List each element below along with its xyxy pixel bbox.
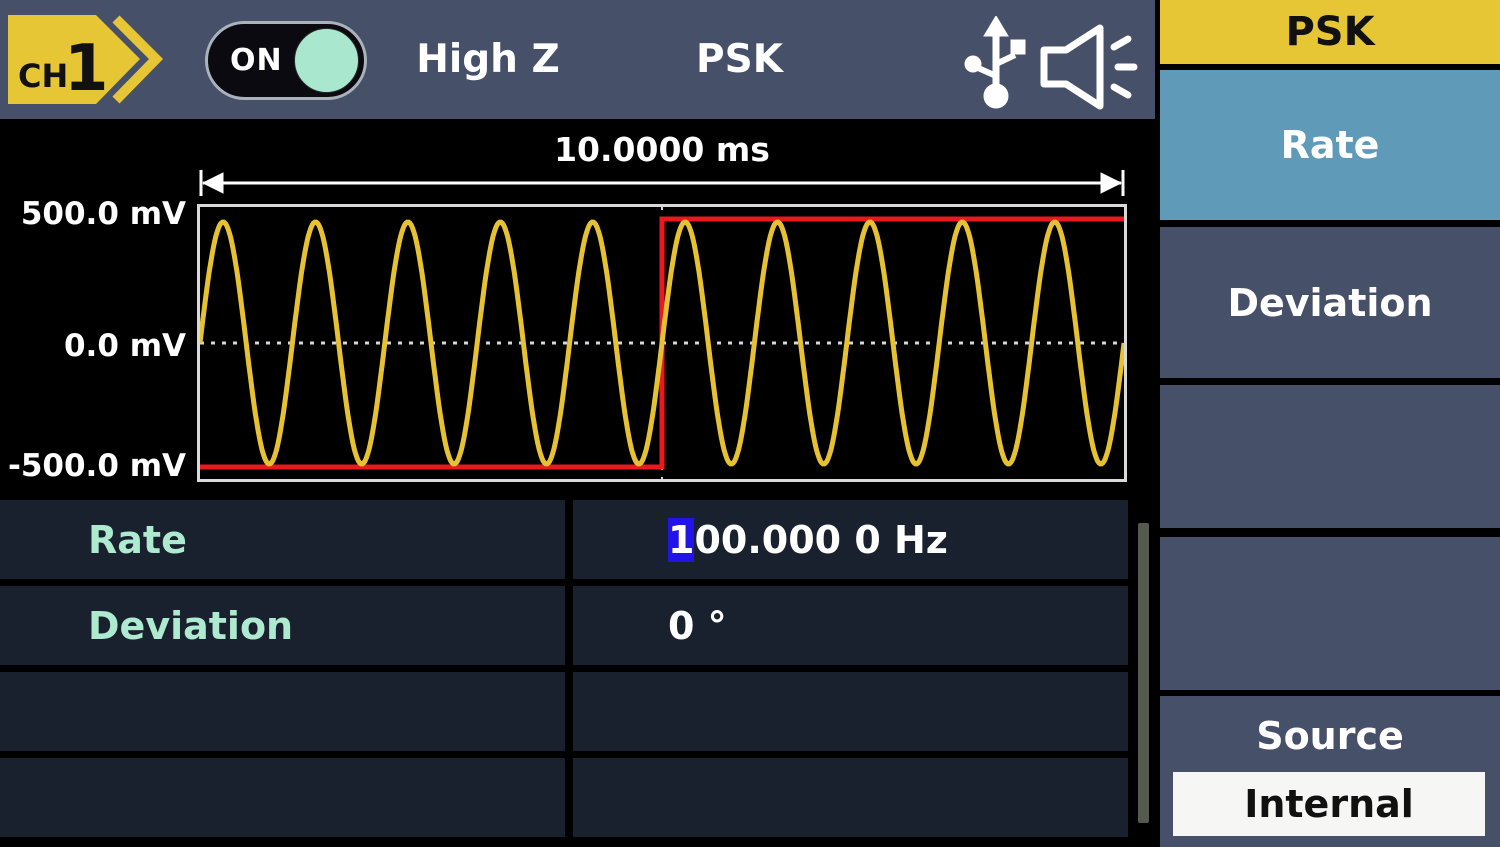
param-value-rest: 00.000 0 Hz: [694, 517, 948, 562]
param-value-cell: [573, 672, 1128, 751]
param-label-cell: [0, 672, 565, 751]
top-status-bar: CH 1 ON High Z PSK: [0, 0, 1155, 119]
param-value-cell[interactable]: 100.000 0 Hz: [573, 500, 1128, 579]
usb-icon: [964, 16, 1026, 109]
param-table-scrollbar[interactable]: [1138, 523, 1149, 823]
softkey-source[interactable]: Source Internal: [1160, 696, 1500, 847]
period-span-arrow: [199, 170, 1125, 196]
softkey-empty-2: [1160, 537, 1500, 690]
softkey-menu: PSK Rate Deviation Source Internal: [1160, 0, 1500, 847]
softkey-menu-title: PSK: [1160, 0, 1500, 64]
param-value: 0 °: [668, 603, 727, 648]
param-label-cell: Rate: [0, 500, 565, 579]
period-span-label: 10.0000 ms: [554, 130, 770, 169]
source-label: Source: [1256, 714, 1404, 758]
param-label: Deviation: [88, 603, 294, 648]
edit-cursor: 1: [668, 517, 695, 562]
param-label-cell: Deviation: [0, 586, 565, 665]
param-label-cell: [0, 758, 565, 837]
source-value-badge: Internal: [1173, 772, 1485, 836]
output-toggle-knob: [294, 28, 359, 93]
param-value-cell: [573, 758, 1128, 837]
channel-badge-label-num: 1: [64, 32, 109, 106]
channel-badge-chevron: [112, 15, 164, 104]
param-label: Rate: [88, 517, 187, 562]
softkey-rate[interactable]: Rate: [1160, 70, 1500, 220]
param-value-cell[interactable]: 0 °: [573, 586, 1128, 665]
modulation-mode-indicator: PSK: [696, 37, 783, 82]
channel-badge-label-ch: CH: [18, 57, 68, 95]
output-on-toggle[interactable]: ON: [205, 21, 367, 100]
softkey-empty-1: [1160, 385, 1500, 528]
param-value: 100.000 0 Hz: [668, 517, 948, 562]
waveform-display: [197, 204, 1127, 482]
output-toggle-label: ON: [230, 43, 283, 78]
channel-badge-shape: [8, 15, 140, 104]
y-axis-label-zero: 0.0 mV: [63, 328, 186, 364]
y-axis-label-min: -500.0 mV: [7, 448, 186, 484]
channel-badge[interactable]: CH 1: [8, 11, 203, 108]
y-axis-label-max: 500.0 mV: [20, 196, 186, 232]
beeper-icon: [1040, 24, 1138, 110]
carrier-sine-trace: [197, 219, 1127, 467]
impedance-indicator: High Z: [416, 37, 560, 82]
softkey-deviation[interactable]: Deviation: [1160, 227, 1500, 378]
